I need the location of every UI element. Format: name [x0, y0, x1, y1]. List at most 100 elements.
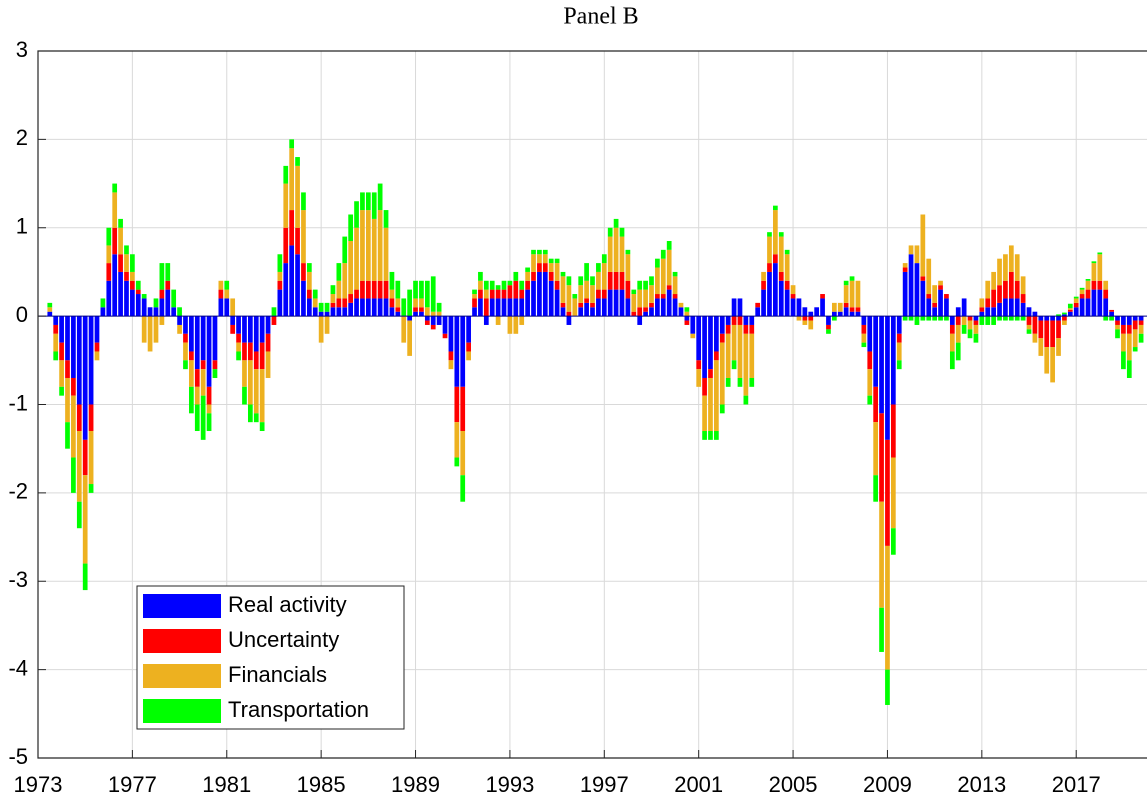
bar-segment [690, 333, 696, 339]
bar-segment [631, 311, 637, 317]
bar-segment [189, 316, 194, 352]
bar-segment [601, 263, 607, 290]
bar-segment [106, 280, 112, 317]
bar-segment [1097, 289, 1103, 317]
bar-segment [354, 201, 359, 228]
bar-segment [82, 563, 88, 591]
bar-segment [306, 263, 312, 272]
bar-segment [153, 298, 159, 308]
bar-segment [808, 320, 814, 330]
bar-segment [76, 431, 82, 502]
bar-segment [849, 276, 855, 281]
bar-segment [1067, 311, 1073, 317]
bar-segment [643, 311, 648, 317]
bar-segment [554, 280, 560, 290]
bar-segment [513, 280, 519, 299]
bar-segment [159, 263, 165, 290]
bar-segment [737, 316, 743, 325]
bar-segment [1008, 245, 1014, 272]
bar-segment [389, 289, 395, 299]
bar-segment [542, 271, 548, 317]
bar-segment [985, 307, 991, 317]
bar-segment [590, 285, 595, 303]
bar-segment [424, 307, 430, 317]
bar-segment [1044, 320, 1050, 348]
bar-segment [690, 316, 696, 334]
bar-segment [236, 351, 241, 361]
bar-segment [436, 311, 442, 317]
bar-segment [560, 276, 566, 303]
bar-segment [961, 316, 967, 325]
bar-segment [106, 245, 112, 264]
bar-segment [342, 236, 348, 264]
bar-segment [861, 324, 867, 334]
bar-segment [413, 307, 418, 312]
bar-segment [1020, 302, 1026, 317]
y-tick-label: -1 [8, 390, 28, 415]
bar-segment [1115, 324, 1120, 330]
bar-segment [885, 439, 890, 546]
bar-segment [295, 254, 300, 317]
bar-segment [890, 528, 896, 555]
bar-segment [601, 289, 607, 299]
bar-segment [531, 249, 536, 255]
bar-segment [94, 342, 100, 352]
bar-segment [1085, 279, 1091, 281]
bar-segment [873, 316, 879, 387]
bar-segment [684, 307, 690, 312]
bar-segment [719, 316, 725, 334]
bar-segment [808, 311, 814, 317]
bar-segment [938, 285, 943, 290]
bar-segment [660, 258, 666, 295]
bar-segment [531, 271, 536, 281]
bar-segment [159, 298, 165, 317]
bar-segment [725, 316, 731, 325]
bar-segment [655, 294, 660, 299]
bar-segment [920, 214, 926, 277]
bar-segment [112, 254, 118, 317]
bar-segment [71, 377, 76, 396]
bar-segment [672, 294, 678, 299]
x-tick-label: 2001 [674, 772, 723, 797]
bar-segment [843, 280, 849, 286]
bar-segment [271, 307, 277, 317]
bar-segment [76, 316, 82, 405]
bar-segment [737, 298, 743, 317]
bar-segment [301, 210, 306, 264]
bar-segment [1079, 289, 1085, 295]
bar-segment [135, 289, 141, 295]
bar-segment [619, 289, 625, 317]
x-tick-label: 1985 [297, 772, 346, 797]
bar-segment [784, 289, 790, 317]
bar-segment [1014, 254, 1020, 281]
bar-segment [1003, 280, 1008, 299]
bar-segment [655, 298, 660, 317]
bar-segment [649, 285, 654, 303]
bar-segment [442, 316, 448, 334]
bar-segment [949, 316, 955, 325]
bar-segment [354, 227, 359, 290]
bar-segment [177, 324, 182, 334]
bar-segment [1126, 316, 1132, 325]
x-tick-label: 1997 [580, 772, 629, 797]
bar-segment [1132, 347, 1138, 352]
bar-segment [631, 294, 637, 312]
bar-segment [59, 386, 64, 396]
bar-segment [171, 307, 177, 317]
bar-segment [59, 360, 64, 387]
bar-segment [920, 276, 926, 281]
bar-segment [377, 280, 383, 299]
bar-segment [666, 241, 672, 250]
bar-segment [495, 285, 501, 290]
bar-segment [607, 271, 613, 290]
bar-segment [513, 271, 519, 281]
bar-segment [696, 316, 702, 361]
bar-segment [371, 280, 377, 299]
bar-segment [312, 307, 318, 317]
bar-segment [731, 298, 737, 317]
bar-segment [542, 263, 548, 272]
bar-segment [1091, 289, 1097, 317]
bar-segment [365, 192, 371, 211]
bar-segment [489, 289, 495, 299]
bar-segment [354, 289, 359, 299]
